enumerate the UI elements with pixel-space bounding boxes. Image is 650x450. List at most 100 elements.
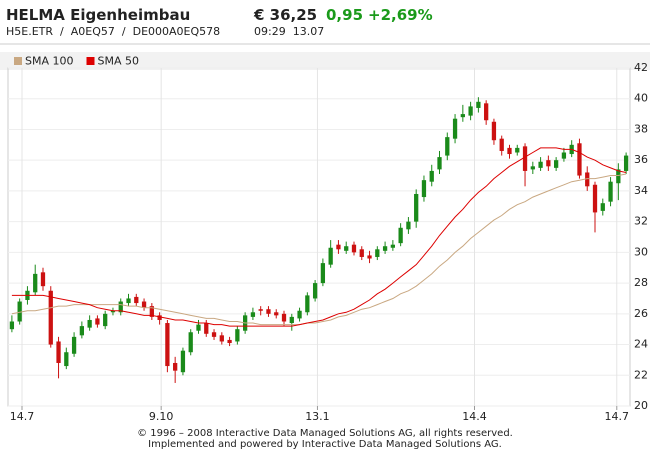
candle-body: [281, 313, 287, 322]
candle-body: [592, 184, 598, 213]
candle-body: [33, 273, 38, 293]
change: 0,95: [326, 6, 364, 24]
candle-body: [546, 160, 551, 167]
candle-body: [48, 290, 53, 345]
candle-body: [266, 309, 271, 314]
candle-body: [414, 193, 419, 222]
candle-body: [165, 323, 170, 367]
legend-bar: [0, 52, 650, 70]
candle-body: [188, 332, 193, 353]
timestamp: 09:29 13.07: [254, 25, 324, 38]
candle-body: [211, 332, 217, 337]
legend-label: SMA 100: [25, 55, 74, 68]
candle-body: [79, 326, 85, 336]
candle-body: [173, 362, 178, 371]
x-tick-label: 14.7: [605, 410, 630, 423]
candle-body: [577, 143, 582, 176]
y-tick-label: 32: [634, 215, 648, 228]
sma-line: [11, 173, 627, 326]
symbol: H5E.ETR: [6, 25, 54, 38]
legend-swatch: [86, 57, 95, 65]
candle-body: [118, 301, 123, 313]
x-tick-label: 13.1: [305, 410, 330, 423]
candle-body: [452, 118, 458, 139]
y-tick-label: 26: [634, 307, 648, 320]
candle-body: [344, 246, 349, 251]
x-tick-label: 14.7: [10, 410, 35, 423]
candle-body: [538, 161, 543, 168]
y-tick-label: 40: [634, 92, 648, 105]
candle-body: [429, 170, 434, 182]
candle-body: [336, 244, 341, 250]
candle-body: [305, 295, 310, 313]
candle-body: [382, 246, 388, 251]
candle-body: [522, 146, 528, 171]
candle-body: [561, 152, 567, 159]
y-tick-label: 30: [634, 245, 648, 258]
candle-body: [235, 329, 240, 342]
candle-body: [196, 324, 201, 331]
y-tick-label: 22: [634, 368, 648, 381]
change-pct: +2,69%: [368, 6, 433, 24]
candle-body: [530, 166, 535, 170]
candle-body: [180, 350, 186, 373]
candle-body: [328, 247, 333, 265]
y-tick-label: 24: [634, 338, 648, 351]
candle-body: [204, 323, 209, 334]
y-tick-label: 34: [634, 184, 648, 197]
candle-body: [134, 296, 139, 304]
candle-body: [476, 101, 481, 108]
candle-body: [95, 318, 100, 325]
symbol: DE000A0EQ578: [132, 25, 221, 38]
y-tick-label: 42: [634, 61, 648, 74]
plot-frame: [7, 67, 631, 407]
candle-body: [103, 313, 108, 327]
candle-body: [499, 138, 504, 151]
footer-line: Implemented and powered by Interactive D…: [148, 439, 502, 450]
candle-body: [227, 339, 232, 344]
candle-body: [398, 227, 403, 244]
candle-body: [553, 160, 559, 168]
chart: 20 22 24 26 28 30 32 34 36 38 40 42 14.7 9.10 13.1 14.4…: [0, 43, 650, 423]
candle-body: [491, 121, 497, 141]
candle-body: [367, 255, 372, 259]
candle-body: [17, 301, 22, 322]
candle-body: [312, 283, 318, 299]
sma-line: [11, 147, 627, 327]
candle-body: [468, 106, 473, 116]
candle-body: [71, 336, 77, 354]
candle-body: [421, 180, 427, 198]
candle-body: [320, 263, 326, 284]
price: € 36,25: [254, 6, 318, 24]
candle-body: [110, 310, 116, 313]
legend-swatch: [14, 57, 22, 65]
separator: /: [60, 25, 64, 38]
footer-line: © 1996 – 2008 Interactive Data Managed S…: [137, 428, 513, 439]
candle-body: [359, 249, 364, 257]
candle-body: [250, 312, 256, 317]
candle-body: [375, 249, 380, 257]
y-tick-label: 20: [634, 399, 648, 412]
candle-body: [9, 321, 15, 330]
candle-body: [149, 306, 154, 317]
candle-body: [507, 147, 512, 155]
y-tick-label: 38: [634, 122, 648, 135]
candle-body: [608, 181, 613, 202]
candle-body: [623, 155, 629, 171]
candle-body: [437, 157, 442, 170]
y-tick-label: 28: [634, 276, 648, 289]
candle-body: [515, 147, 520, 153]
candle-body: [141, 301, 147, 308]
time: 09:29: [254, 25, 286, 38]
x-tick-label: 14.4: [462, 410, 487, 423]
symbols: H5E.ETR / A0EQ57 / DE000A0EQ578: [6, 25, 220, 38]
candle-body: [585, 172, 590, 187]
separator: /: [121, 25, 126, 38]
candle-body: [56, 341, 61, 363]
candle-body: [616, 169, 621, 184]
candle-body: [219, 335, 224, 342]
candle-body: [445, 137, 450, 156]
candle-body: [126, 298, 131, 304]
y-tick-label: 36: [634, 153, 648, 166]
